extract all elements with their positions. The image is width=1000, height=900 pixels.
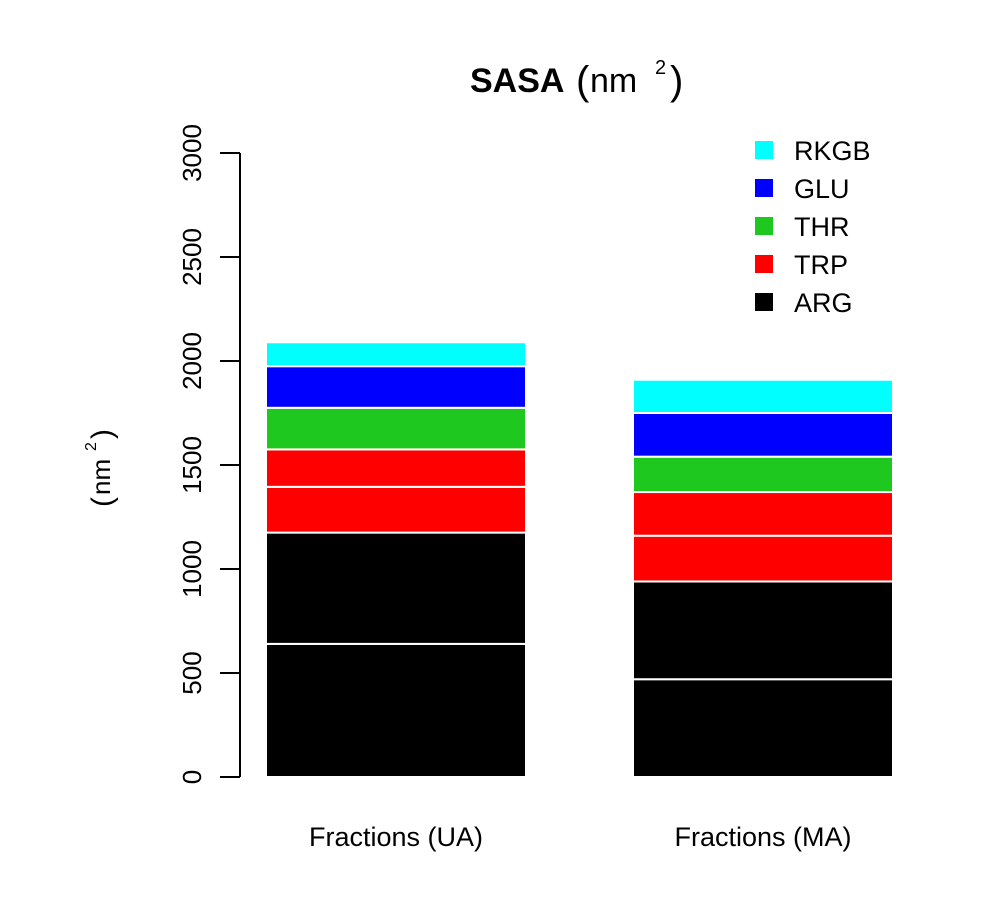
- y-axis-label-open-paren: (: [86, 497, 119, 507]
- y-tick-label: 500: [177, 651, 207, 694]
- y-tick-label: 3000: [177, 124, 207, 182]
- x-category-label: Fractions (MA): [674, 822, 851, 852]
- bar-stack: [632, 378, 894, 778]
- chart-title-unit: nm: [590, 62, 637, 100]
- legend-label-rkgb: RKGB: [794, 136, 871, 166]
- y-axis-label-unit-exponent: 2: [83, 442, 100, 451]
- legend-label-arg: ARG: [794, 288, 853, 318]
- bar-segment-glu: [632, 412, 894, 458]
- chart-title: SASA ( nm 2 ): [470, 57, 683, 103]
- bar-segment-arg: [265, 531, 527, 645]
- legend-swatch-trp: [755, 255, 773, 273]
- chart-title-close-paren: ): [670, 59, 683, 103]
- y-tick-label: 1500: [177, 436, 207, 494]
- legend-label-thr: THR: [794, 212, 850, 242]
- bar-stack: [265, 341, 527, 778]
- bar-segment-trp: [265, 485, 527, 534]
- bar-segment-glu: [265, 365, 527, 409]
- bars: [265, 341, 894, 778]
- x-category-label: Fractions (UA): [309, 822, 483, 852]
- bar-segment-arg: [632, 678, 894, 778]
- y-tick-label: 2500: [177, 228, 207, 286]
- chart-title-text: SASA: [470, 62, 564, 100]
- legend-swatch-arg: [755, 293, 773, 311]
- legend-label-glu: GLU: [794, 174, 850, 204]
- legend: RKGB GLU THR TRP ARG: [755, 136, 871, 318]
- chart-title-unit-exponent: 2: [655, 57, 666, 79]
- legend-swatch-glu: [755, 179, 773, 197]
- y-tick-label: 1000: [177, 540, 207, 598]
- y-tick-label: 2000: [177, 332, 207, 390]
- y-axis-label-unit: nm: [86, 459, 116, 495]
- bar-segment-trp: [632, 534, 894, 583]
- bar-segment-thr: [632, 455, 894, 494]
- legend-swatch-thr: [755, 217, 773, 235]
- category-labels: Fractions (UA) Fractions (MA): [309, 822, 852, 852]
- bar-segment-arg: [632, 580, 894, 681]
- bar-segment-thr: [265, 406, 527, 451]
- y-axis-label: ( nm 2 ): [83, 429, 119, 507]
- bar-segment-trp: [632, 491, 894, 537]
- legend-swatch-rkgb: [755, 141, 773, 159]
- legend-label-trp: TRP: [794, 250, 848, 280]
- y-tick-label: 0: [177, 770, 207, 784]
- y-axis-label-close-paren: ): [86, 429, 119, 439]
- y-axis: 0 500 1000 1500 2000 2500 3000: [177, 124, 241, 784]
- bar-segment-arg: [265, 642, 527, 778]
- bar-segment-rkgb: [632, 378, 894, 414]
- bar-segment-rkgb: [265, 341, 527, 368]
- chart-title-open-paren: (: [576, 59, 590, 103]
- bar-segment-trp: [265, 448, 527, 488]
